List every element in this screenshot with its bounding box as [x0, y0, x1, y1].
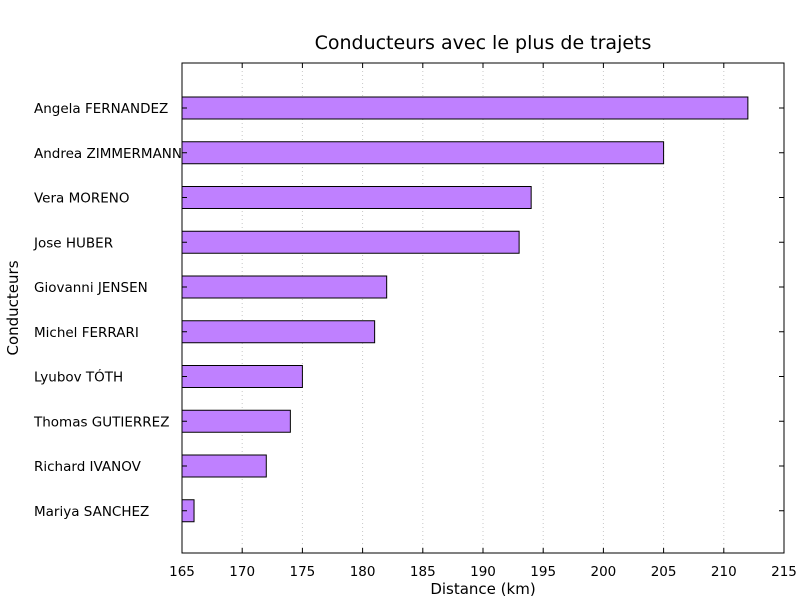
- chart-title: Conducteurs avec le plus de trajets: [315, 32, 652, 54]
- bar: [181, 186, 532, 209]
- bar: [181, 454, 267, 478]
- x-tick-label: 170: [229, 564, 255, 580]
- bars: [181, 96, 749, 523]
- bar: [181, 96, 749, 120]
- category-label: Giovanni JENSEN: [34, 280, 148, 296]
- bar: [181, 275, 388, 299]
- category-label: Lyubov TÓTH: [34, 368, 123, 386]
- category-label: Andrea ZIMMERMANN: [34, 146, 182, 162]
- x-tick-label: 195: [530, 564, 556, 580]
- x-tick-label: 165: [169, 564, 195, 580]
- x-tick-label: 210: [711, 564, 737, 580]
- x-axis-label: Distance (km): [430, 580, 535, 598]
- category-label: Richard IVANOV: [34, 459, 142, 475]
- x-tick-label: 180: [350, 564, 376, 580]
- x-tick-label: 205: [651, 564, 677, 580]
- category-label: Mariya SANCHEZ: [34, 504, 149, 520]
- bar: [181, 230, 520, 254]
- x-tick-label: 200: [591, 564, 617, 580]
- x-tick-label: 185: [410, 564, 436, 580]
- bar: [181, 365, 303, 388]
- axis-ticks: [181, 63, 785, 553]
- category-label: Thomas GUTIERREZ: [33, 414, 169, 430]
- grid-lines: [241, 63, 725, 553]
- bar: [181, 320, 376, 344]
- x-tick-label: 190: [470, 564, 496, 580]
- x-tick-label: 215: [771, 564, 797, 580]
- category-label: Jose HUBER: [33, 235, 113, 251]
- tick-labels: 165 170 175 180 185 190 195 200 205 210 215 Angela …: [33, 101, 797, 580]
- x-tick-label: 175: [290, 564, 316, 580]
- category-label: Michel FERRARI: [34, 325, 139, 341]
- bar: [181, 141, 665, 165]
- y-axis-label: Conducteurs: [4, 260, 22, 355]
- bar: [181, 409, 291, 433]
- category-label: Vera MORENO: [34, 191, 130, 207]
- category-label: Angela FERNANDEZ: [34, 101, 168, 117]
